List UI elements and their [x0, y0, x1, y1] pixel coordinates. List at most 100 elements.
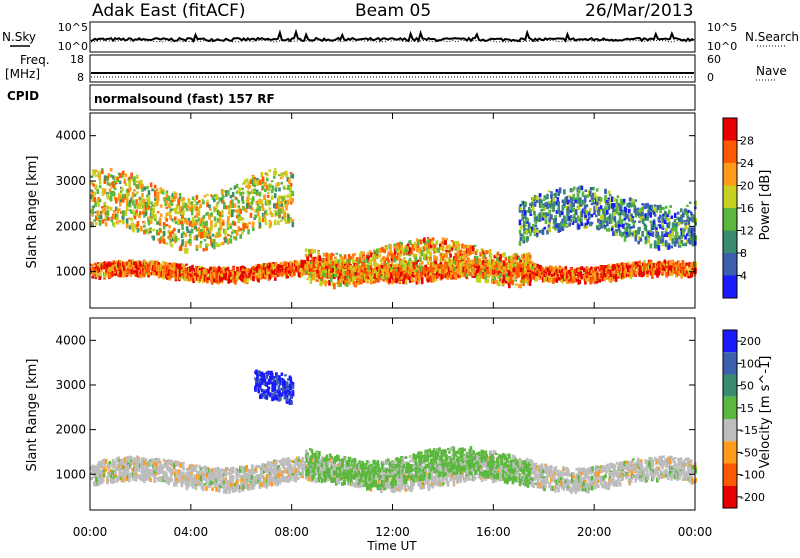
heatmap-cell — [332, 268, 335, 272]
heatmap-cell — [137, 221, 140, 227]
heatmap-cell — [230, 238, 233, 243]
heatmap-cell — [442, 246, 445, 252]
heatmap-cell — [266, 172, 269, 176]
heatmap-cell — [261, 204, 264, 208]
heatmap-cell — [191, 208, 194, 213]
heatmap-cell — [185, 233, 188, 237]
heatmap-cell — [178, 211, 181, 214]
heatmap-cell — [156, 202, 159, 206]
heatmap-cell — [515, 283, 518, 285]
heatmap-cell — [132, 200, 135, 203]
heatmap-cell — [347, 273, 350, 276]
heatmap-cell — [314, 249, 317, 253]
heatmap-cell — [119, 181, 122, 184]
heatmap-cell — [101, 206, 104, 208]
heatmap-cell — [543, 199, 546, 202]
heatmap-cell — [166, 213, 169, 217]
heatmap-cell — [344, 266, 347, 269]
heatmap-cell — [166, 207, 169, 209]
heatmap-cell — [196, 222, 199, 225]
heatmap-cell — [416, 248, 419, 253]
heatmap-cell — [196, 195, 199, 200]
heatmap-cell — [439, 244, 442, 247]
heatmap-cell — [420, 266, 423, 270]
nave-tick-bottom: 0 — [707, 71, 714, 84]
heatmap-cell — [136, 191, 139, 194]
heatmap-cell — [330, 279, 333, 283]
heatmap-cell — [344, 254, 347, 259]
heatmap-cell — [154, 185, 157, 189]
heatmap-cell — [464, 260, 467, 263]
heatmap-cell — [262, 177, 265, 183]
heatmap-cell — [278, 215, 281, 217]
heatmap-cell — [520, 268, 523, 272]
heatmap-cell — [526, 218, 529, 221]
heatmap-cell — [225, 206, 228, 210]
heatmap-cell — [292, 222, 295, 227]
heatmap-cell — [451, 247, 454, 250]
heatmap-cell — [134, 193, 137, 197]
heatmap-cell — [416, 238, 419, 242]
heatmap-cell — [292, 174, 295, 179]
heatmap-cell — [292, 219, 295, 222]
heatmap-cell — [536, 229, 539, 233]
heatmap-cell — [175, 236, 178, 242]
heatmap-cell — [107, 176, 110, 180]
heatmap-cell — [199, 204, 202, 208]
heatmap-cell — [220, 227, 223, 231]
heatmap-cell — [234, 203, 237, 207]
heatmap-cell — [497, 252, 500, 256]
heatmap-cell — [206, 200, 209, 202]
heatmap-cell — [512, 280, 515, 285]
heatmap-cell — [516, 271, 519, 277]
heatmap-cell — [151, 204, 154, 207]
heatmap-cell — [326, 261, 329, 263]
heatmap-cell — [246, 203, 249, 209]
heatmap-cell — [191, 230, 194, 233]
heatmap-cell — [152, 229, 155, 231]
heatmap-cell — [419, 247, 422, 249]
station-title: Adak East (fitACF) — [92, 1, 246, 21]
heatmap-cell — [134, 204, 137, 208]
heatmap-cell — [149, 231, 152, 233]
heatmap-cell — [259, 192, 262, 197]
heatmap-cell — [277, 220, 280, 225]
heatmap-cell — [189, 236, 192, 239]
heatmap-cell — [227, 190, 230, 195]
heatmap-cell — [472, 260, 475, 265]
heatmap-cell — [275, 171, 278, 175]
heatmap-cell — [400, 242, 403, 245]
heatmap-cell — [169, 265, 172, 269]
heatmap-cell — [162, 189, 165, 192]
heatmap-cell — [174, 234, 177, 236]
heatmap-cell — [175, 221, 178, 224]
heatmap-cell — [91, 276, 94, 279]
heatmap-cell — [499, 254, 502, 259]
heatmap-cell — [389, 244, 392, 247]
heatmap-cell — [186, 248, 189, 254]
heatmap-cell — [235, 236, 238, 240]
heatmap-cell — [525, 260, 528, 266]
heatmap-cell — [427, 237, 430, 239]
heatmap-cell — [548, 227, 551, 233]
freq-label: Freq. — [20, 53, 50, 67]
heatmap-cell — [157, 197, 160, 201]
heatmap-cell — [321, 277, 324, 281]
heatmap-cell — [94, 174, 97, 177]
heatmap-cell — [127, 270, 130, 275]
heatmap-cell — [312, 277, 315, 279]
heatmap-cell — [546, 194, 549, 199]
heatmap-cell — [363, 262, 366, 265]
heatmap-cell — [258, 206, 261, 211]
heatmap-cell — [494, 265, 497, 267]
heatmap-cell — [315, 264, 318, 267]
heatmap-cell — [247, 229, 250, 234]
heatmap-cell — [280, 220, 283, 222]
heatmap-cell — [280, 204, 283, 207]
heatmap-cell — [216, 194, 219, 200]
heatmap-cell — [227, 234, 230, 236]
heatmap-cell — [135, 180, 138, 183]
heatmap-cell — [203, 215, 206, 219]
heatmap-cell — [100, 215, 103, 219]
heatmap-cell — [376, 256, 379, 259]
